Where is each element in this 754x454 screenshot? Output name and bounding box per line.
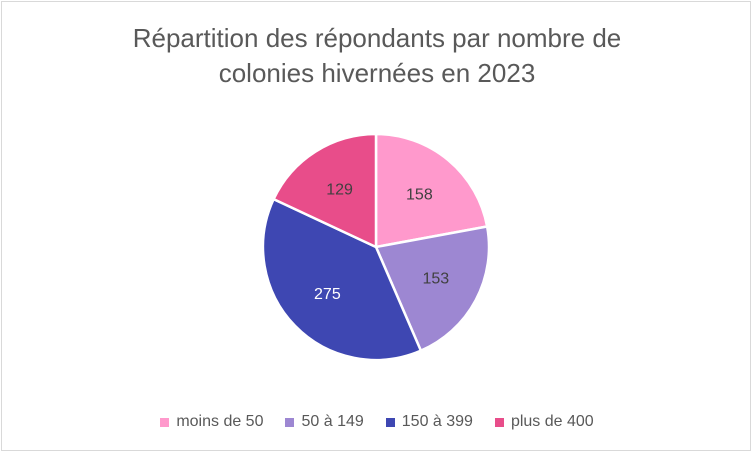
pie-slice-50-a-149 <box>374 225 491 353</box>
legend-item-50-a-149: 50 à 149 <box>285 413 364 431</box>
pie-slice-plus-de-400 <box>271 132 378 249</box>
legend-label-150-a-399: 150 à 399 <box>401 413 473 430</box>
legend: moins de 50 50 à 149 150 à 399 plus de 4… <box>0 410 754 434</box>
legend-swatch-50-a-149 <box>285 417 295 427</box>
chart-title-line-1: Répartition des répondants par nombre de <box>132 23 622 53</box>
data-label-moins-de-50: 158 <box>406 186 433 203</box>
legend-item-150-a-399: 150 à 399 <box>385 413 473 431</box>
chart-title-line-2: colonies hivernées en 2023 <box>218 58 536 88</box>
legend-label-moins-de-50: moins de 50 <box>176 413 264 430</box>
legend-swatch-150-a-399 <box>385 417 395 427</box>
legend-item-moins-de-50: moins de 50 <box>160 413 263 431</box>
data-label-150-a-399: 275 <box>314 286 341 303</box>
legend-swatch-moins-de-50 <box>160 417 170 427</box>
data-label-50-a-149: 153 <box>422 270 449 287</box>
data-label-plus-de-400: 129 <box>326 181 353 198</box>
legend-item-plus-de-400: plus de 400 <box>494 413 594 431</box>
pie-slice-150-a-399 <box>261 197 423 362</box>
legend-label-50-a-149: 50 à 149 <box>301 413 364 430</box>
legend-swatch-plus-de-400 <box>494 417 504 427</box>
legend-label-plus-de-400: plus de 400 <box>510 413 594 430</box>
pie-slice-moins-de-50 <box>374 132 489 249</box>
